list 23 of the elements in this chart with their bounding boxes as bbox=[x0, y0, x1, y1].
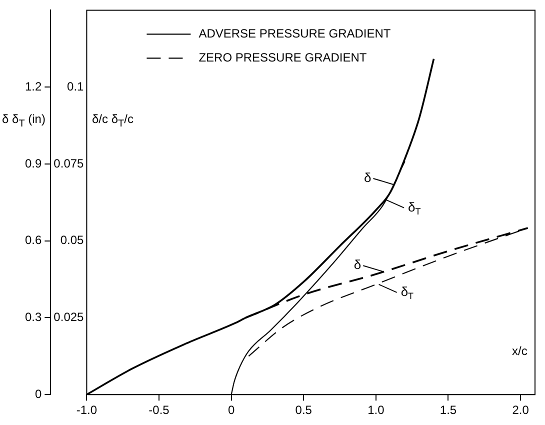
y-tick-label: 0.3 bbox=[24, 310, 42, 324]
y-tick-label: 0.6 bbox=[24, 233, 42, 248]
y2-tick-label: 0.025 bbox=[54, 310, 84, 324]
legend-label: ZERO PRESSURE GRADIENT bbox=[198, 50, 368, 65]
annotation: δ bbox=[354, 257, 362, 272]
x-axis-title: x/c bbox=[512, 344, 528, 358]
x-tick-label: 1.5 bbox=[440, 403, 457, 418]
legend-label: ADVERSE PRESSURE GRADIENT bbox=[198, 26, 392, 41]
y-tick-label: 0 bbox=[34, 386, 42, 401]
y2-tick-label: 0.1 bbox=[67, 79, 84, 94]
y-tick-label: 0.9 bbox=[24, 156, 42, 170]
y2-axis-title: δ/c δ$_{T}$/c bbox=[92, 112, 134, 130]
x-tick-label: 0 bbox=[228, 403, 235, 418]
x-tick-label: 0.5 bbox=[295, 403, 312, 418]
y-axis-title: δ δ$_{T}$ (in) bbox=[2, 112, 46, 130]
x-tick-label: -0.5 bbox=[148, 403, 170, 418]
annotation: δ bbox=[364, 170, 372, 186]
x-tick-label: -1.0 bbox=[76, 403, 98, 418]
y-tick-label: 1.2 bbox=[24, 79, 42, 94]
y2-tick-label: 0.05 bbox=[60, 233, 84, 248]
x-tick-label: 1.0 bbox=[368, 403, 385, 418]
y2-tick-label: 0.075 bbox=[54, 156, 84, 170]
x-tick-label: 2.0 bbox=[512, 403, 530, 418]
